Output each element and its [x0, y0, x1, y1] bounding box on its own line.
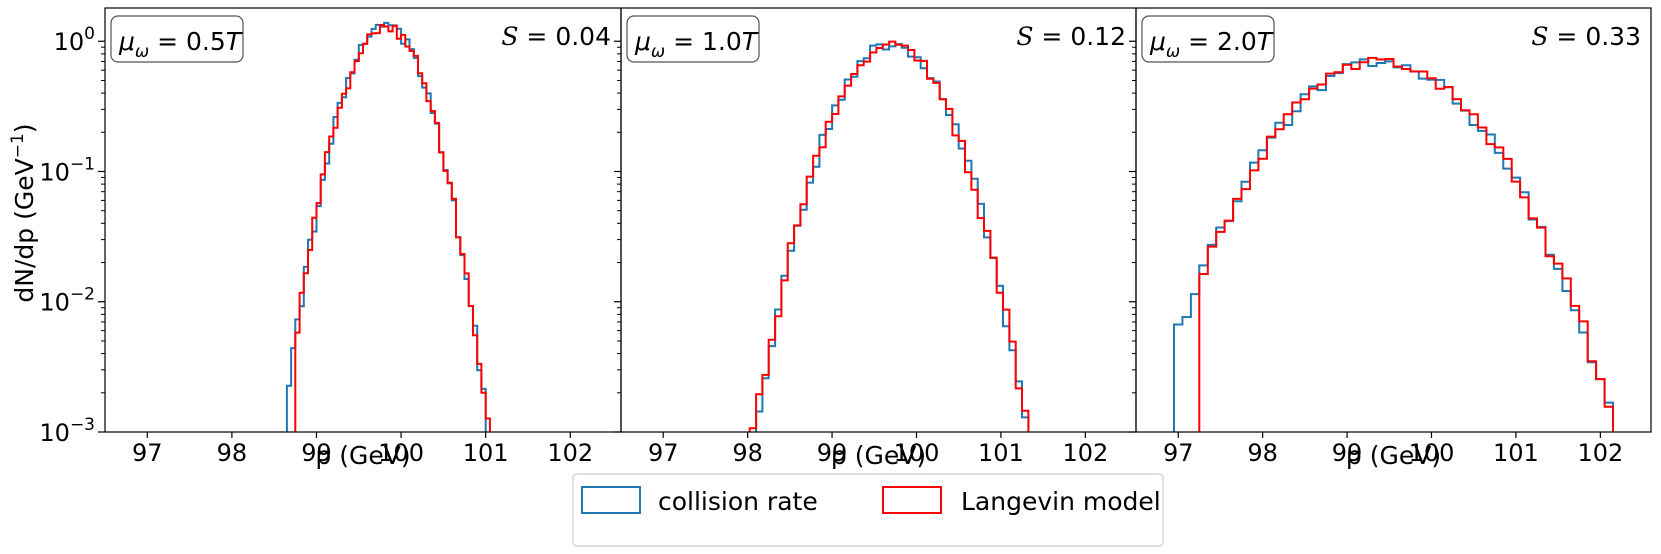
y-tick-label-exponent: −3	[70, 415, 95, 435]
panel-label: μω = 2.0T	[1149, 27, 1274, 62]
panel-statistic-value: = 0.33	[1548, 22, 1641, 51]
y-axis-label: dN/dp (GeV−1)	[8, 123, 39, 302]
legend-label-langevin-model: Langevin model	[961, 487, 1161, 516]
x-tick-label-97: 97	[132, 439, 163, 467]
x-tick-label-99: 99	[301, 439, 332, 467]
histogram-collision-rate	[1173, 58, 1614, 432]
x-tick-label-99: 99	[817, 439, 848, 467]
x-tick-label-101: 101	[463, 439, 509, 467]
panel-label-value: = 0.5	[149, 27, 226, 56]
x-tick-label-101: 101	[1493, 439, 1539, 467]
panel-label: μω = 0.5T	[118, 27, 243, 62]
legend-frame	[572, 473, 1164, 547]
panel-label-symbol: μ	[634, 27, 651, 56]
histogram-collision-rate	[285, 21, 487, 432]
y-tick-label-exponent: −2	[70, 285, 95, 305]
panel-label-value: = 1.0	[665, 27, 742, 56]
y-axis-label-text: dN/dp (GeV	[10, 158, 39, 302]
panel-statistic-value: = 0.12	[1033, 22, 1126, 51]
x-tick-label-100: 100	[894, 439, 940, 467]
legend-label-collision-rate: collision rate	[658, 487, 818, 516]
x-tick-label-101: 101	[978, 439, 1024, 467]
x-axis-label: p (GeV)	[315, 441, 410, 470]
panel-mu-2.0: 97 98 99 100 101 102 p (GeV) μω = 2.0T S = 0.33	[1129, 7, 1652, 470]
y-tick-label: 10−2	[39, 285, 95, 317]
panel-label-symbol: μ	[118, 27, 135, 56]
y-tick-label: 100	[54, 24, 95, 56]
legend: collision rate Langevin model	[572, 473, 1164, 547]
x-tick-label-102: 102	[1062, 439, 1108, 467]
x-axis-label: p (GeV)	[1346, 441, 1441, 470]
x-tick-label-100: 100	[1409, 439, 1455, 467]
panel-label-symbol: μ	[1149, 27, 1166, 56]
x-tick-label-98: 98	[732, 439, 763, 467]
y-tick-label-base: 10	[39, 158, 70, 186]
panel-statistic: S = 0.12	[1016, 22, 1126, 51]
panel-label-box	[626, 15, 760, 63]
legend-swatch-collision-rate	[581, 486, 641, 514]
x-tick-label-102: 102	[1577, 439, 1623, 467]
plot-frame	[104, 7, 622, 433]
x-tick-label-97: 97	[1163, 439, 1194, 467]
panel-label-box	[1141, 15, 1275, 63]
panel-label-box	[110, 15, 244, 63]
panel-label: μω = 1.0T	[634, 27, 759, 62]
y-tick-label-base: 10	[39, 419, 70, 447]
y-tick-label-exponent: −1	[70, 154, 95, 174]
panel-label-unit: T	[742, 27, 759, 56]
panel-statistic: S = 0.33	[1531, 22, 1641, 51]
x-tick-label-98: 98	[217, 439, 248, 467]
panel-label-subscript: ω	[135, 42, 149, 62]
y-axis-label-close: )	[10, 123, 39, 133]
plot-frame	[620, 7, 1137, 433]
y-tick-label-base: 10	[54, 28, 85, 56]
panel-statistic-symbol: S	[501, 22, 518, 51]
x-tick-label-97: 97	[648, 439, 679, 467]
y-tick-label: 10−1	[39, 154, 95, 186]
histogram-langevin-model	[294, 24, 491, 432]
panel-label-subscript: ω	[1166, 42, 1180, 62]
panel-statistic-symbol: S	[1531, 22, 1548, 51]
x-tick-label-100: 100	[378, 439, 424, 467]
panel-label-value: = 2.0	[1180, 27, 1257, 56]
x-tick-label-99: 99	[1332, 439, 1363, 467]
histogram-langevin-model	[1198, 56, 1614, 432]
y-tick-label-exponent: 0	[84, 24, 95, 44]
y-tick-label-base: 10	[39, 289, 70, 317]
histogram-langevin-model	[748, 40, 1030, 432]
panel-mu-1.0: 97 98 99 100 101 102 p (GeV) μω = 1.0T S = 0.12	[614, 7, 1137, 470]
panel-label-subscript: ω	[651, 42, 665, 62]
x-tick-label-98: 98	[1247, 439, 1278, 467]
panel-label-unit: T	[1257, 27, 1274, 56]
legend-swatch-langevin-model	[882, 486, 942, 514]
panel-label-unit: T	[226, 27, 243, 56]
panel-statistic-value: = 0.04	[518, 22, 611, 51]
panel-statistic-symbol: S	[1016, 22, 1033, 51]
x-axis-label: p (GeV)	[831, 441, 926, 470]
plot-frame	[1135, 7, 1652, 433]
panel-statistic: S = 0.04	[501, 22, 611, 51]
y-tick-label: 10−3	[39, 415, 95, 447]
y-axis-label-exponent: −1	[8, 133, 28, 158]
x-tick-label-102: 102	[547, 439, 593, 467]
